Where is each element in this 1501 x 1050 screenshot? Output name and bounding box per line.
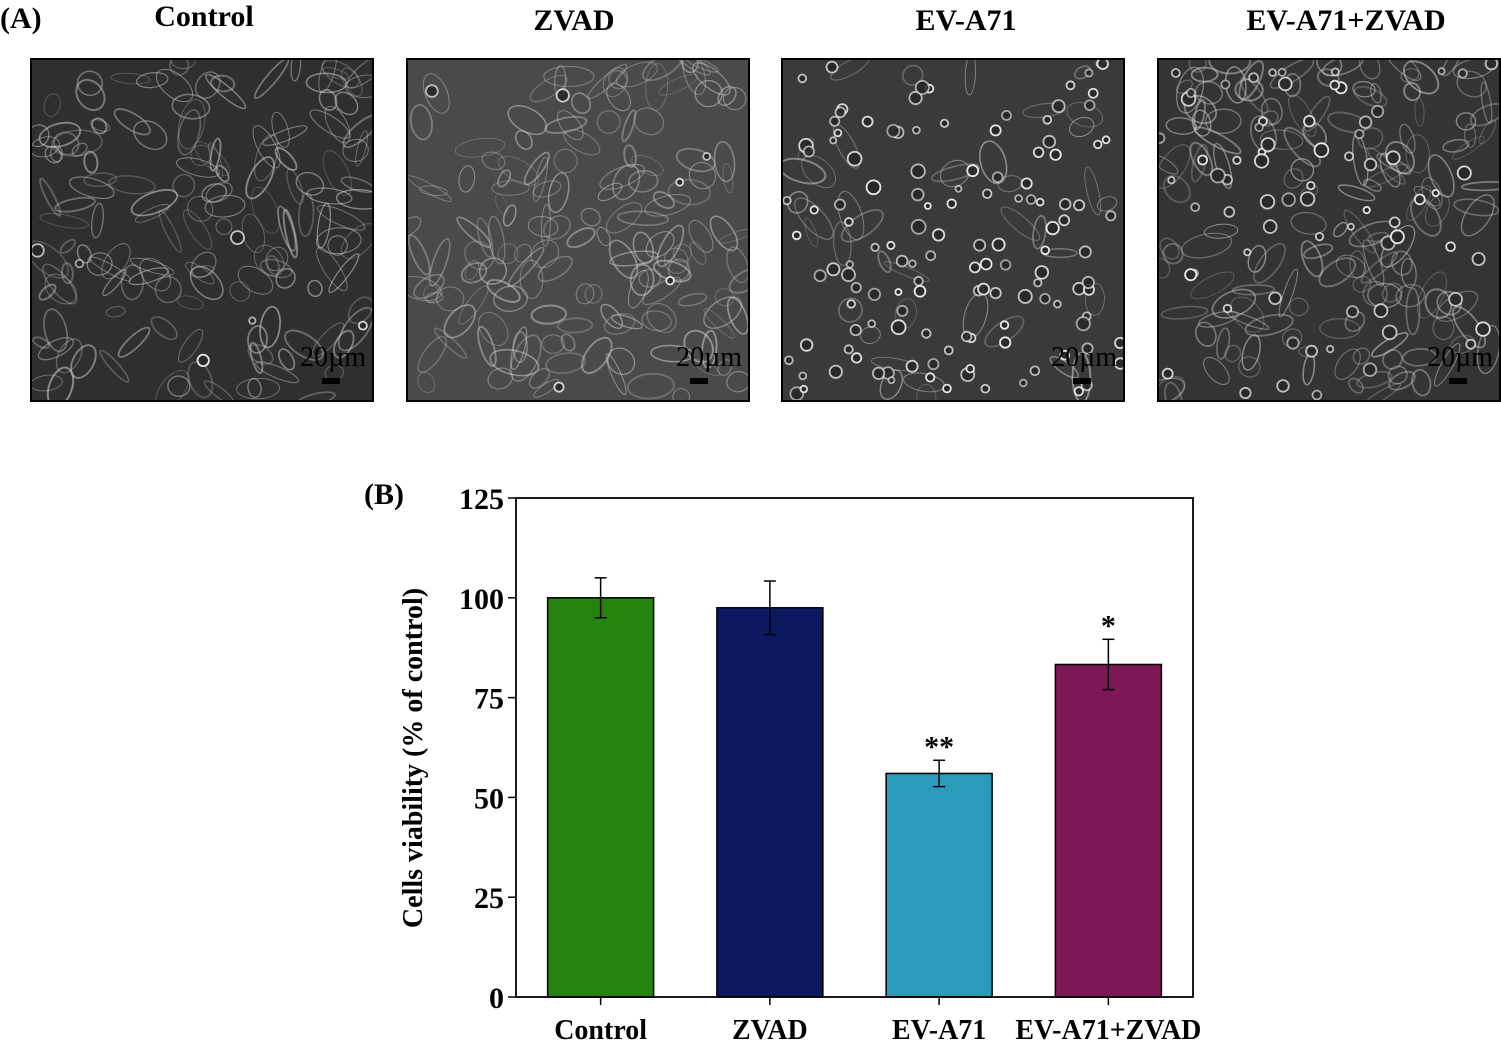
x-tick-label-2: EV-A71 [892, 1015, 986, 1046]
micrograph-ev-a71-zvad: 20µm [1157, 58, 1501, 402]
micro-title-ev-a71: EV-A71 [915, 4, 1017, 37]
scale-bar [1449, 378, 1467, 384]
bar-2 [885, 772, 993, 998]
bar-3 [1054, 663, 1163, 998]
panel-a-label: (A) [0, 2, 42, 35]
scale-bar-label: 20µm [1427, 342, 1493, 373]
significance-mark-3: * [1101, 609, 1116, 642]
y-tick-label-5: 125 [459, 483, 504, 516]
y-axis-label: Cells viability (% of control) [398, 588, 429, 928]
scale-bar-label: 20µm [300, 342, 366, 373]
y-tick-label-1: 25 [474, 882, 504, 915]
x-tick-label-3: EV-A71+ZVAD [1015, 1015, 1201, 1046]
micro-title-zvad: ZVAD [533, 4, 615, 37]
x-tick-label-0: Control [554, 1015, 647, 1046]
micrograph-zvad: 20µm [406, 58, 750, 402]
y-tick-label-0: 0 [489, 982, 504, 1015]
scale-bar-label: 20µm [1051, 342, 1117, 373]
scale-bar [322, 378, 340, 384]
bar-0 [546, 597, 655, 998]
micrograph-texture [783, 60, 1123, 400]
y-tick-label-2: 50 [474, 782, 504, 815]
micro-title-control: Control [154, 0, 254, 33]
bar-1 [716, 607, 824, 998]
micro-title-ev-a71-zvad: EV-A71+ZVAD [1246, 4, 1446, 37]
panel-b-label: (B) [364, 478, 404, 511]
micrograph-control: 20µm [30, 58, 374, 402]
scale-bar [1073, 378, 1091, 384]
micrograph-texture [408, 60, 748, 400]
y-tick-label-3: 75 [474, 683, 504, 716]
micrograph-ev-a71: 20µm [781, 58, 1125, 402]
x-tick-label-1: ZVAD [732, 1015, 808, 1046]
significance-mark-2: ** [924, 730, 954, 763]
micrograph-texture [32, 60, 372, 400]
micrograph-texture [1159, 60, 1499, 400]
plot-frame [515, 497, 1194, 998]
y-tick-label-4: 100 [459, 583, 504, 616]
scale-bar [690, 378, 708, 384]
scale-bar-label: 20µm [676, 342, 742, 373]
